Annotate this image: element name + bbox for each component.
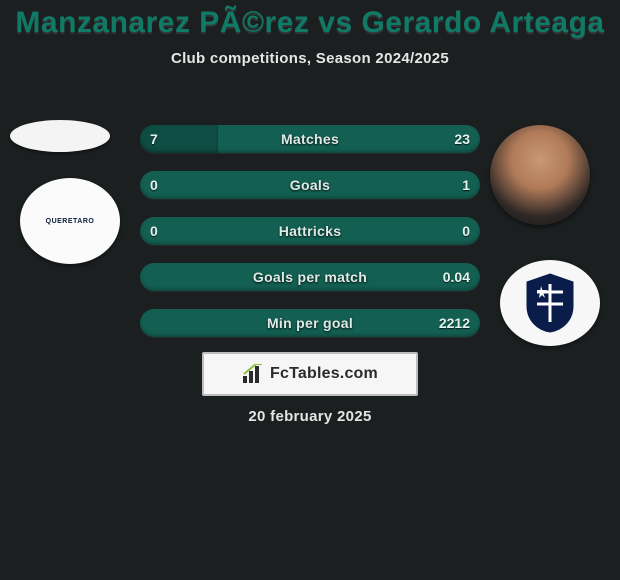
fctables-logo: FcTables.com <box>202 352 418 396</box>
club-left-label: QUERETARO <box>46 218 95 225</box>
page-title: Manzanarez PÃ©rez vs Gerardo Arteaga <box>0 0 620 40</box>
bar-label: Min per goal <box>140 309 480 337</box>
date-label: 20 february 2025 <box>0 408 620 425</box>
club-left-badge: QUERETARO <box>20 178 120 264</box>
comparison-bars: 723Matches 01Goals 00Hattricks 0.04Goals pe… <box>140 125 480 355</box>
bar-label: Matches <box>140 125 480 153</box>
subtitle: Club competitions, Season 2024/2025 <box>0 50 620 67</box>
club-right-shield-icon <box>523 272 577 334</box>
bar-label: Hattricks <box>140 217 480 245</box>
logo-text: FcTables.com <box>270 365 378 383</box>
bar-row: 723Matches <box>140 125 480 153</box>
player-left-avatar <box>10 120 110 152</box>
bar-row: 2212Min per goal <box>140 309 480 337</box>
bar-row: 01Goals <box>140 171 480 199</box>
bars-icon <box>242 364 264 384</box>
player-right-avatar <box>490 125 590 225</box>
club-right-badge <box>500 260 600 346</box>
bar-label: Goals <box>140 171 480 199</box>
bar-label: Goals per match <box>140 263 480 291</box>
bar-row: 00Hattricks <box>140 217 480 245</box>
bar-row: 0.04Goals per match <box>140 263 480 291</box>
